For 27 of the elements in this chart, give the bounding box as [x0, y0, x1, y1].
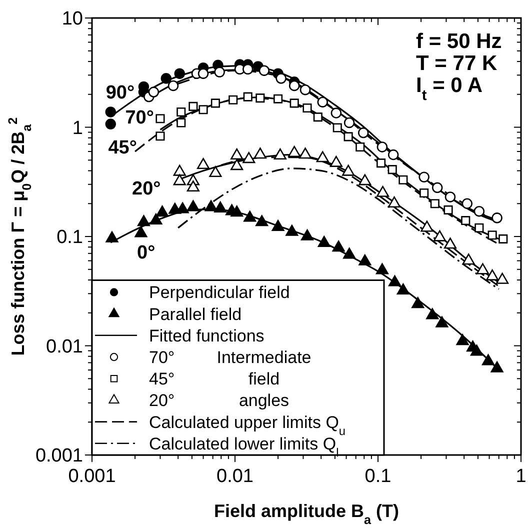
annotation: 45°	[108, 138, 137, 159]
legend-label: 45°	[149, 370, 175, 389]
legend-label: Perpendicular field	[149, 283, 290, 302]
annotation: angles	[238, 391, 290, 410]
annotation: 90°	[106, 82, 135, 104]
annotation: 70°	[125, 108, 154, 129]
legend-label: 70°	[149, 348, 175, 367]
y-tick-label: 0.1	[56, 227, 83, 248]
y-tick-label: 0.001	[35, 446, 83, 467]
x-tick-label: 0.1	[364, 466, 392, 487]
y-tick-label: 1	[72, 118, 83, 139]
legend-label: Calculated upper limits Q$_{u}$	[149, 412, 346, 438]
annotation: Intermediate	[216, 348, 312, 367]
legend-label: 20°	[149, 391, 175, 410]
annotation: T = 77 K	[416, 52, 498, 75]
x-tick-label: 1	[516, 466, 526, 487]
annotation: field	[248, 370, 280, 389]
x-axis-title: Field amplitude B$_{a}$ (T)	[214, 501, 400, 527]
annotation: I$_{t}$ = 0 A	[416, 74, 483, 104]
annotation: f = 50 Hz	[416, 30, 502, 53]
annotation: 0°	[137, 242, 156, 264]
y-tick-label: 10	[62, 8, 83, 30]
x-tick-label: 0.01	[216, 466, 254, 487]
legend-label: Parallel field	[149, 304, 242, 324]
annotation: 20°	[132, 178, 161, 200]
y-tick-label: 0.01	[46, 336, 83, 358]
legend-label: Fitted functions	[149, 326, 264, 346]
